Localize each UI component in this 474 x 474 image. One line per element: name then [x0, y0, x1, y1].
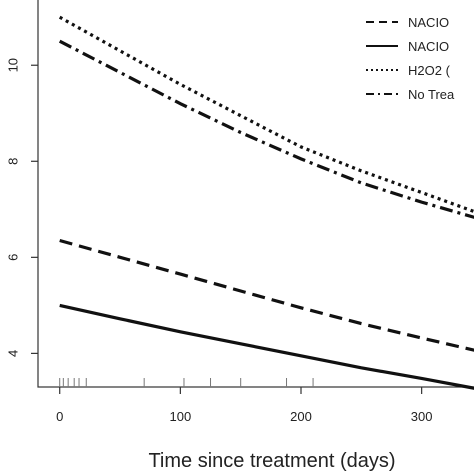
legend-label: NACIO — [408, 15, 449, 30]
series-line-dashdot — [58, 39, 474, 219]
y-tick-label: 6 — [5, 254, 20, 261]
x-axis-title: Time since treatment (days) — [148, 450, 395, 472]
plot-area-frame — [37, 0, 474, 388]
y-axis: 4 6 8 10 — [5, 58, 38, 357]
x-axis: 0 100 200 300 — [56, 387, 432, 424]
x-tick-label: 300 — [411, 409, 433, 424]
x-tick-label: 100 — [170, 409, 192, 424]
legend-label: NACIO — [408, 39, 449, 54]
legend-label: No Trea — [408, 87, 455, 102]
y-tick-label: 8 — [5, 158, 20, 165]
y-tick-label: 10 — [5, 58, 20, 72]
legend-label: H2O2 ( — [408, 63, 451, 78]
y-tick-label: 4 — [5, 350, 20, 357]
series-line-dashed — [59, 238, 474, 352]
series-layer — [58, 15, 474, 390]
series-line-dotted — [58, 15, 474, 214]
rug-layer — [59, 378, 314, 387]
x-tick-label: 0 — [56, 409, 63, 424]
x-tick-label: 200 — [290, 409, 312, 424]
series-line-solid — [59, 303, 474, 390]
legend: NACIO NACIO H2O2 ( No Trea — [366, 15, 455, 102]
